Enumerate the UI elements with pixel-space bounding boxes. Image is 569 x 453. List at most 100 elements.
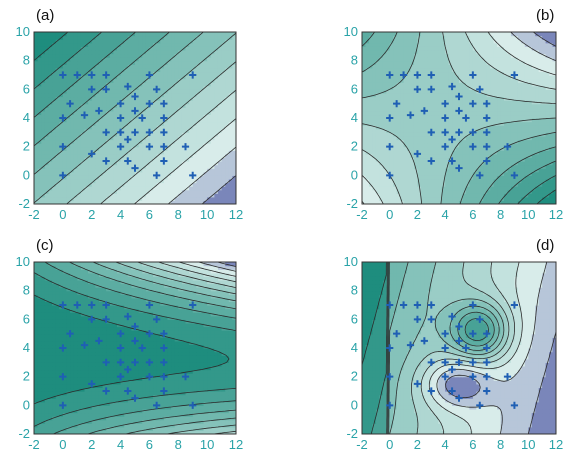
- contour-line: [34, 294, 230, 405]
- data-point: [483, 100, 491, 108]
- x-tick-label: 8: [175, 437, 182, 452]
- data-point: [386, 143, 394, 151]
- data-point: [145, 128, 154, 136]
- panel-label: (d): [536, 237, 554, 254]
- data-point: [131, 128, 139, 136]
- data-point: [181, 373, 190, 381]
- data-point: [131, 337, 139, 345]
- data-point: [181, 143, 190, 151]
- y-tick-label: 2: [23, 139, 30, 154]
- data-point: [386, 301, 394, 309]
- data-point: [145, 373, 154, 381]
- data-point: [469, 100, 477, 108]
- data-point: [88, 315, 96, 323]
- contour-line: [201, 175, 236, 204]
- data-point: [102, 358, 110, 366]
- data-point: [124, 387, 132, 395]
- data-point: [483, 128, 491, 136]
- data-point: [102, 301, 110, 309]
- data-point: [455, 92, 463, 101]
- contour-line: [533, 32, 556, 47]
- data-point: [124, 157, 132, 165]
- data-point: [448, 135, 456, 144]
- data-point: [406, 341, 415, 349]
- x-tick-label: 0: [59, 207, 66, 222]
- contour-line: [34, 32, 103, 90]
- y-tick-label: -2: [18, 196, 30, 211]
- data-point: [503, 373, 512, 381]
- data-point: [483, 358, 491, 366]
- data-point: [116, 344, 125, 352]
- x-tick-label: -2: [356, 437, 368, 452]
- x-tick-label: 12: [229, 207, 243, 222]
- data-point: [469, 71, 477, 79]
- x-tick-label: 12: [549, 207, 563, 222]
- data-point: [102, 387, 110, 395]
- contour-line: [362, 32, 556, 204]
- data-point: [469, 330, 477, 338]
- data-point: [59, 401, 67, 409]
- data-point: [138, 344, 146, 352]
- data-point: [88, 71, 96, 79]
- data-point: [124, 82, 132, 91]
- data-point: [510, 71, 519, 79]
- plot-frame: [33, 31, 237, 205]
- contour-line: [34, 32, 69, 61]
- data-point: [116, 358, 125, 366]
- data-point: [476, 85, 484, 93]
- data-point: [413, 301, 422, 309]
- x-tick-label: 2: [88, 207, 95, 222]
- y-tick-label: 6: [23, 311, 30, 326]
- data-point: [80, 341, 89, 349]
- y-tick-label: 4: [351, 340, 358, 355]
- data-point: [160, 330, 168, 338]
- x-tick-label: 4: [442, 437, 449, 452]
- data-point: [131, 394, 139, 402]
- x-tick-label: 6: [469, 437, 476, 452]
- data-point: [413, 85, 422, 93]
- contour-line: [34, 32, 236, 204]
- x-tick-label: 4: [117, 437, 124, 452]
- x-tick-label: 8: [175, 207, 182, 222]
- data-point: [503, 143, 512, 151]
- data-point: [145, 100, 154, 108]
- y-tick-label: 8: [351, 283, 358, 298]
- data-point: [420, 337, 428, 345]
- data-point: [160, 143, 168, 151]
- x-tick-label: 8: [497, 437, 504, 452]
- x-tick-label: 0: [386, 437, 393, 452]
- y-tick-label: 0: [23, 167, 30, 182]
- data-point: [116, 143, 125, 151]
- y-tick-label: 10: [16, 24, 30, 39]
- data-point: [427, 358, 435, 366]
- x-tick-label: 6: [469, 207, 476, 222]
- data-point: [510, 401, 519, 409]
- data-point: [469, 143, 477, 151]
- y-tick-label: 10: [16, 254, 30, 269]
- data-point: [102, 71, 110, 79]
- panel-4: -2 0 2 4 6 8 10 12 -2 0 2 4 6 8 10 (d): [344, 237, 564, 452]
- data-point: [59, 143, 67, 151]
- data-point: [80, 111, 89, 119]
- data-point: [483, 373, 491, 381]
- data-point: [124, 312, 132, 321]
- data-point: [160, 373, 168, 381]
- x-tick-label: 0: [59, 437, 66, 452]
- panel-label: (a): [36, 7, 54, 24]
- y-tick-label: 0: [23, 397, 30, 412]
- contour-line: [34, 32, 170, 147]
- data-point: [59, 71, 67, 79]
- data-point: [386, 171, 394, 179]
- data-point: [441, 114, 449, 122]
- data-point: [393, 330, 401, 338]
- data-points: [59, 301, 197, 409]
- data-point: [386, 373, 394, 381]
- contour-line: [436, 262, 548, 434]
- y-tick-label: 8: [351, 53, 358, 68]
- contour-line: [66, 61, 236, 204]
- x-tick-label: -2: [28, 207, 40, 222]
- data-point: [95, 107, 103, 115]
- data-point: [160, 157, 168, 165]
- x-tick-label: 4: [117, 207, 124, 222]
